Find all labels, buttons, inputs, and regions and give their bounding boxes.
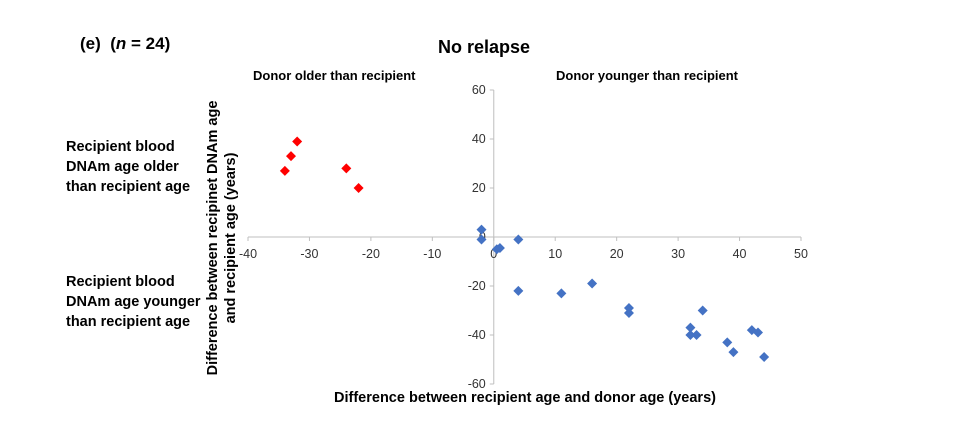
data-point-blue <box>728 347 739 358</box>
data-point-blue <box>685 330 696 340</box>
data-point-blue <box>685 322 696 333</box>
n-prefix: ( <box>110 34 116 53</box>
side-note-older: Recipient blood DNAm age older than reci… <box>66 139 191 195</box>
data-point-blue <box>494 243 505 254</box>
x-tick-label: 10 <box>548 247 562 261</box>
data-point-blue <box>691 330 702 340</box>
data-point-blue <box>476 234 487 245</box>
data-point-red <box>341 163 352 174</box>
data-point-blue <box>759 352 770 363</box>
x-tick-label: -10 <box>423 247 441 261</box>
data-point-red <box>292 136 303 147</box>
x-tick-label: -40 <box>239 247 257 261</box>
x-tick-label: -20 <box>362 247 380 261</box>
y-tick-label: 60 <box>472 83 486 97</box>
n-symbol: n <box>115 34 127 53</box>
x-tick-label: 20 <box>610 247 624 261</box>
chart-title: No relapse <box>438 37 531 57</box>
y-tick-label: -60 <box>468 377 486 391</box>
data-point-blue <box>513 234 524 245</box>
data-point-blue <box>476 224 487 235</box>
data-point-red <box>286 151 297 162</box>
data-point-blue <box>697 305 708 316</box>
y-tick-label: -40 <box>468 328 486 342</box>
y-tick-label: -20 <box>468 279 486 293</box>
data-points <box>279 136 770 363</box>
data-point-blue <box>587 278 598 289</box>
data-point-red <box>353 183 364 193</box>
data-point-blue <box>513 285 524 296</box>
x-tick-label: 40 <box>733 247 747 261</box>
x-tick-label: 30 <box>671 247 685 261</box>
data-point-blue <box>722 337 733 348</box>
y-tick-label: 40 <box>472 132 486 146</box>
quadrant-label-left: Donor older than recipient <box>253 68 416 83</box>
data-point-blue <box>623 307 634 318</box>
side-note-younger: Recipient blood DNAm age younger than re… <box>66 274 201 330</box>
quadrant-label-right: Donor younger than recipient <box>556 68 739 83</box>
panel-letter: (e) <box>80 34 101 53</box>
data-point-blue <box>752 327 763 338</box>
n-count: = 24) <box>126 34 171 53</box>
y-axis-title-line2: and recipient age (years) <box>223 152 239 323</box>
x-tick-label: -30 <box>300 247 318 261</box>
x-tick-labels: -40 -30 -20 -10 0 10 20 30 40 50 <box>239 237 808 261</box>
x-axis-title: Difference between recipient age and don… <box>334 390 716 406</box>
data-point-red <box>279 165 290 176</box>
y-tick-label: 20 <box>472 181 486 195</box>
x-tick-label: 0 <box>490 247 497 261</box>
panel-label: (e) (n = 24) <box>80 34 170 54</box>
axes <box>248 90 801 384</box>
data-point-blue <box>556 288 567 299</box>
y-axis-title: Difference between recipinet DNAm age an… <box>205 101 239 376</box>
x-tick-label: 50 <box>794 247 808 261</box>
y-axis-title-line1: Difference between recipinet DNAm age <box>205 101 221 376</box>
y-tick-labels: -60 -40 -20 0 20 40 60 <box>468 83 494 391</box>
